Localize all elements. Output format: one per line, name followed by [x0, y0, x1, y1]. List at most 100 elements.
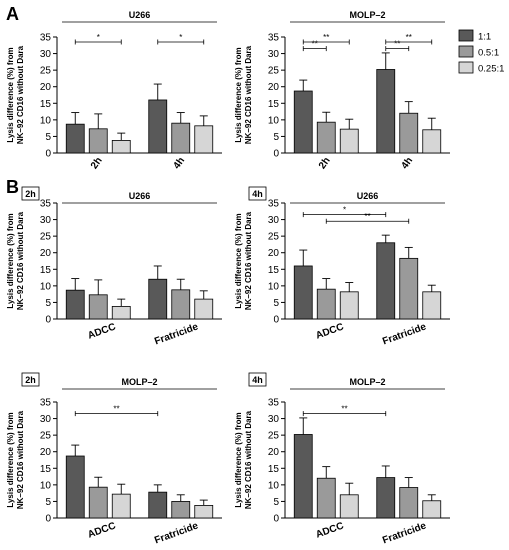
bar: [111, 493, 131, 519]
y-tick-label: 10: [268, 115, 280, 126]
bar: [88, 486, 108, 519]
x-tick-label: ADCC: [86, 520, 117, 540]
x-tick-label: 2h: [89, 155, 105, 171]
legend-label: 0.25:1: [478, 64, 504, 75]
time-tag: 2h: [25, 375, 36, 385]
x-tick-label: ADCC: [314, 520, 345, 540]
bar: [171, 289, 191, 320]
y-axis-label: Lysis difference (%) fromNK–92 CD16 with…: [234, 410, 253, 509]
legend-swatch: [458, 45, 474, 58]
bar: [316, 477, 336, 519]
x-tick-label: 4h: [400, 155, 416, 171]
significance-label: **: [406, 33, 412, 42]
bar: [316, 288, 336, 320]
y-tick-label: 25: [268, 232, 280, 243]
chart-title: U266: [129, 191, 151, 201]
y-tick-label: 10: [268, 480, 280, 491]
y-tick-label: 30: [40, 414, 52, 425]
y-tick-label: 10: [40, 115, 52, 126]
time-tag: 4h: [252, 189, 263, 199]
y-tick-label: 25: [40, 232, 52, 243]
y-tick-label: 25: [268, 66, 280, 77]
y-tick-label: 0: [45, 149, 51, 160]
bar: [293, 434, 313, 519]
y-tick-label: 35: [268, 199, 280, 210]
y-tick-label: 15: [268, 464, 280, 475]
y-tick-label: 25: [40, 66, 52, 77]
x-tick-label: ADCC: [314, 321, 345, 341]
bar: [111, 140, 131, 154]
y-tick-label: 35: [268, 33, 280, 44]
y-tick-label: 20: [40, 82, 52, 93]
x-tick-label: ADCC: [86, 321, 117, 341]
y-tick-label: 5: [273, 298, 279, 309]
y-tick-label: 35: [40, 199, 52, 210]
chart-1: U266 0 5 10 15 20 25 30 35 Lysis difference (%) f…: [6, 10, 222, 171]
x-tick-label: Fratricide: [153, 321, 200, 347]
bar: [194, 125, 214, 154]
y-tick-label: 30: [268, 414, 280, 425]
bar: [194, 505, 214, 519]
y-tick-label: 35: [268, 398, 280, 409]
x-tick-label: Fratricide: [381, 520, 428, 546]
y-tick-label: 20: [268, 447, 280, 458]
bar: [376, 242, 396, 320]
panel-label-b: B: [6, 177, 19, 197]
bar: [293, 90, 313, 154]
y-tick-label: 15: [40, 265, 52, 276]
significance-label: **: [113, 405, 119, 414]
y-tick-label: 30: [268, 49, 280, 60]
y-tick-label: 20: [268, 82, 280, 93]
significance-label: **: [341, 405, 347, 414]
y-tick-label: 30: [40, 49, 52, 60]
legend-label: 0.5:1: [478, 48, 499, 59]
y-tick-label: 5: [45, 497, 51, 508]
time-tag-box: [21, 186, 40, 201]
y-tick-label: 15: [268, 265, 280, 276]
y-tick-label: 30: [40, 215, 52, 226]
time-tag-box: [248, 372, 267, 387]
y-tick-label: 0: [45, 315, 51, 326]
y-tick-label: 35: [40, 33, 52, 44]
bar: [148, 278, 168, 320]
y-tick-label: 10: [40, 480, 52, 491]
y-axis-label: Lysis difference (%) fromNK–92 CD16 with…: [6, 410, 25, 509]
significance-label: **: [312, 40, 318, 49]
legend-swatch: [458, 61, 474, 74]
y-tick-label: 20: [268, 248, 280, 259]
bar: [171, 501, 191, 519]
bar: [316, 121, 336, 154]
bar: [88, 128, 108, 154]
time-tag: 4h: [252, 375, 263, 385]
y-axis-label: Lysis difference (%) fromNK–92 CD16 with…: [234, 45, 253, 144]
chart-title: MOLP–2: [121, 377, 157, 387]
y-tick-label: 25: [40, 431, 52, 442]
significance-label: **: [364, 212, 370, 221]
y-tick-label: 0: [45, 514, 51, 525]
bar: [65, 123, 85, 154]
chart-title: U266: [357, 191, 379, 201]
y-tick-label: 35: [40, 398, 52, 409]
chart-3: U266 2h 0 5 10 15 20 25 30 35 Lysis difference (%)…: [6, 186, 222, 347]
charts-container: U266 0 5 10 15 20 25 30 35 Lysis difference (%) f…: [6, 10, 450, 546]
bar: [194, 298, 214, 320]
y-tick-label: 10: [40, 281, 52, 292]
chart-6: MOLP–2 4h 0 5 10 15 20 25 30 35 Lysis difference (…: [234, 372, 450, 546]
bar: [376, 69, 396, 154]
bar: [88, 294, 108, 320]
time-tag-box: [248, 186, 267, 201]
x-tick-label: Fratricide: [381, 321, 428, 347]
y-tick-label: 30: [268, 215, 280, 226]
y-axis-label: Lysis difference (%) fromNK–92 CD16 with…: [6, 211, 25, 310]
y-tick-label: 25: [268, 431, 280, 442]
y-tick-label: 0: [273, 149, 279, 160]
chart-2: MOLP–2 0 5 10 15 20 25 30 35 Lysis difference (%)…: [234, 10, 450, 171]
y-tick-label: 10: [268, 281, 280, 292]
chart-4: U266 4h 0 5 10 15 20 25 30 35 Lysis difference (%)…: [234, 186, 450, 347]
y-tick-label: 5: [273, 497, 279, 508]
bar: [293, 265, 313, 320]
y-tick-label: 15: [40, 464, 52, 475]
legend-label: 1:1: [478, 32, 491, 43]
bar: [399, 257, 419, 320]
y-tick-label: 15: [268, 99, 280, 110]
